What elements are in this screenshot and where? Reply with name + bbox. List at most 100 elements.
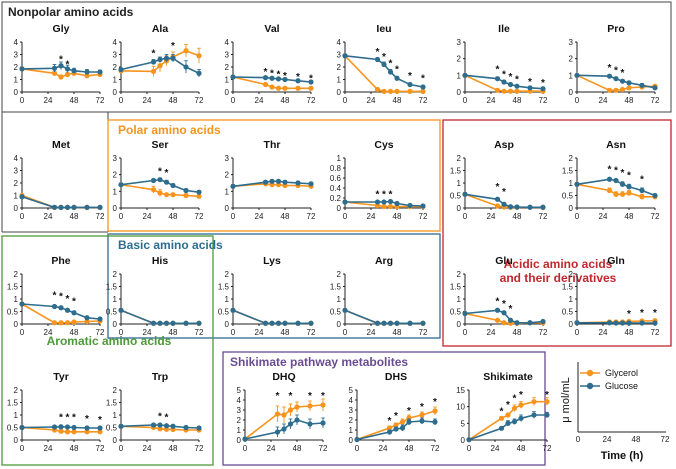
x-tick-label: 0 <box>119 328 124 337</box>
y-tick-label: 1 <box>337 295 342 304</box>
glucose-data-point <box>407 81 413 88</box>
glycerol-data-point <box>84 73 90 79</box>
y-tick-label: 1.5 <box>218 283 230 292</box>
glucose-data-point <box>527 320 533 326</box>
x-tick-label: 0 <box>231 212 236 221</box>
significance-star: * <box>171 41 175 52</box>
x-tick-label: 0 <box>463 96 468 105</box>
glycerol-data-point <box>163 192 170 198</box>
glycerol-data-point <box>507 88 514 94</box>
y-tick-label: 1 <box>113 76 118 85</box>
y-tick-label: 0 <box>457 204 462 213</box>
panel-title: Met <box>52 139 71 151</box>
legend-xtick-48: 48 <box>632 435 641 444</box>
glucose-data-point <box>466 437 472 443</box>
y-tick-label: 4 <box>14 38 19 47</box>
legend-xtick-72: 72 <box>661 435 670 444</box>
significance-star: * <box>614 65 618 76</box>
x-tick-label: 48 <box>70 444 79 453</box>
glycerol-data-point <box>51 70 58 76</box>
panel-title: Tyr <box>53 371 69 383</box>
glucose-data-point <box>262 320 269 326</box>
x-tick-label: 0 <box>231 96 236 105</box>
glycerol-data-point <box>407 88 413 94</box>
significance-star: * <box>165 168 169 179</box>
glucose-data-point <box>507 81 514 88</box>
significance-star: * <box>408 71 412 82</box>
glucose-data-point <box>19 424 25 431</box>
x-tick-label: 48 <box>169 96 178 105</box>
y-tick-label: 0.6 <box>330 174 342 183</box>
acidic-group-title-line1: Acidic amino acids <box>504 257 613 271</box>
x-tick-label: 72 <box>539 328 548 337</box>
glucose-data-point <box>639 320 645 326</box>
glucose-data-point <box>619 78 626 84</box>
x-tick-label: 24 <box>599 212 608 221</box>
glucose-data-point <box>387 320 394 326</box>
glucose-data-point <box>420 203 426 209</box>
glucose-series-line <box>468 414 547 441</box>
significance-star: * <box>496 297 500 308</box>
glucose-data-point <box>514 320 520 326</box>
x-tick-label: 72 <box>307 212 316 221</box>
x-tick-label: 24 <box>44 328 53 337</box>
glycerol-data-point <box>308 85 314 91</box>
panel-title: Ala <box>152 23 169 35</box>
panel-gly: Gly 0 1 2 3 4 0 24 48 72 * * <box>14 23 105 105</box>
glycerol-data-point <box>501 320 507 326</box>
y-tick-label: 1 <box>113 187 118 196</box>
y-tick-label: 2 <box>113 171 118 180</box>
significance-star: * <box>502 70 506 81</box>
y-tick-label: 0.5 <box>450 192 462 201</box>
shikimate-frame <box>222 351 546 466</box>
y-tick-label: 3 <box>14 167 19 176</box>
glycerol-data-point <box>498 415 505 421</box>
glucose-data-point <box>432 419 438 425</box>
x-tick-label: 0 <box>355 444 360 453</box>
y-tick-label: 1 <box>14 76 19 85</box>
x-tick-label: 48 <box>70 96 79 105</box>
glucose-data-point <box>626 320 632 326</box>
glycerol-data-point <box>294 404 300 410</box>
x-tick-label: 0 <box>119 212 124 221</box>
glycerol-data-point <box>518 402 524 408</box>
glucose-data-point <box>163 320 170 326</box>
glycerol-data-point <box>494 87 501 93</box>
y-tick-label: 0 <box>461 436 466 445</box>
panel-asp: Asp 0 0.5 1 1.5 2 0 24 48 72 * * <box>450 139 548 221</box>
y-tick-label: 1 <box>113 411 118 420</box>
x-tick-label: 48 <box>625 212 634 221</box>
y-tick-label: 0 <box>569 320 574 329</box>
x-tick-label: 72 <box>539 96 548 105</box>
y-tick-label: 4 <box>337 38 342 47</box>
y-tick-label: 0 <box>113 88 118 97</box>
significance-star: * <box>509 304 513 315</box>
significance-star: * <box>502 187 506 198</box>
x-tick-label: 0 <box>243 444 248 453</box>
significance-star: * <box>541 78 545 89</box>
x-tick-label: 0 <box>231 328 236 337</box>
x-tick-label: 0 <box>575 328 580 337</box>
glycerol-data-point <box>544 399 550 405</box>
significance-star: * <box>515 75 519 86</box>
x-tick-label: 0 <box>343 328 348 337</box>
glucose-data-point <box>196 70 202 76</box>
panel-title: Asp <box>494 139 514 151</box>
glucose-data-point <box>531 412 537 418</box>
glycerol-data-point <box>262 81 269 88</box>
x-tick-label: 48 <box>293 444 302 453</box>
x-tick-label: 48 <box>70 328 79 337</box>
x-tick-label: 24 <box>599 96 608 105</box>
glucose-data-point <box>527 85 533 91</box>
y-tick-label: 0 <box>237 436 242 445</box>
x-tick-label: 72 <box>419 96 428 105</box>
significance-star: * <box>640 308 644 319</box>
y-tick-label: 0 <box>457 320 462 329</box>
panel-title: Gly <box>53 23 70 35</box>
y-tick-label: 0.5 <box>450 308 462 317</box>
glucose-data-point <box>163 55 170 61</box>
x-tick-label: 24 <box>487 328 496 337</box>
glucose-data-point <box>540 204 546 210</box>
